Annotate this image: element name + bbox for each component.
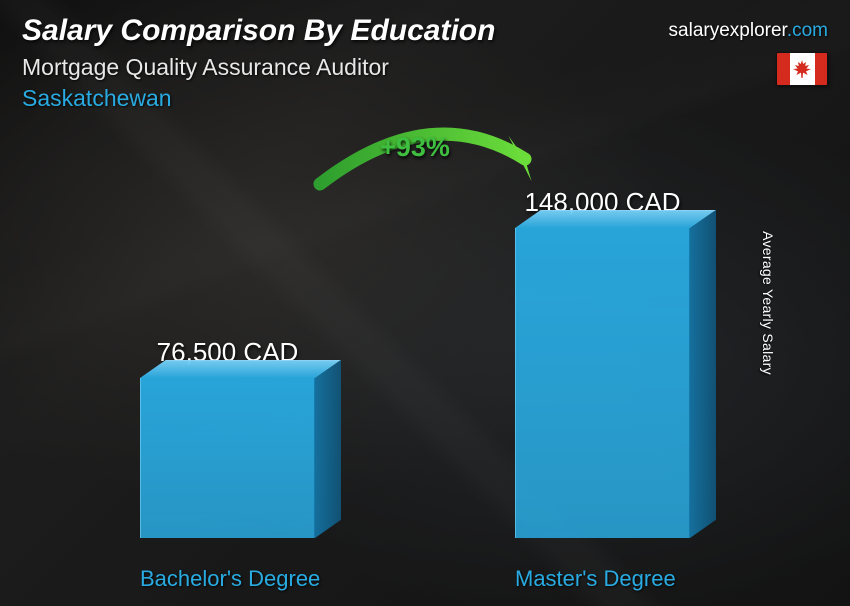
branding-label: salaryexplorer.com [669, 20, 828, 42]
chart-area: +93% 76,500 CADBachelor's Degree148,000 … [40, 150, 790, 576]
site-suffix: .com [787, 20, 828, 41]
chart-subtitle: Mortgage Quality Assurance Auditor [22, 54, 828, 81]
bar-front-face [140, 378, 315, 538]
bar-group-1: 148,000 CADMaster's Degree [473, 187, 733, 538]
bar-top-face [140, 360, 341, 378]
country-flag-icon [776, 52, 828, 86]
bar-category-label: Bachelor's Degree [140, 566, 320, 592]
chart-region: Saskatchewan [22, 85, 828, 112]
bar-group-0: 76,500 CADBachelor's Degree [98, 337, 358, 538]
maple-leaf-icon [792, 59, 812, 79]
percentage-increase-text: +93% [380, 132, 450, 163]
bar-front-face [515, 228, 690, 538]
bar-category-label: Master's Degree [515, 566, 676, 592]
site-name: salaryexplorer [669, 20, 787, 41]
bar-side-face [690, 210, 716, 538]
chart-content: Salary Comparison By Education Mortgage … [0, 0, 850, 606]
bar-3d: Bachelor's Degree [140, 378, 315, 538]
percentage-increase-badge: +93% [380, 132, 450, 163]
bars-container: 76,500 CADBachelor's Degree 148,000 CADMa… [40, 188, 790, 538]
bar-side-face [315, 360, 341, 538]
bar-top-face [515, 210, 716, 228]
bar-3d: Master's Degree [515, 228, 690, 538]
